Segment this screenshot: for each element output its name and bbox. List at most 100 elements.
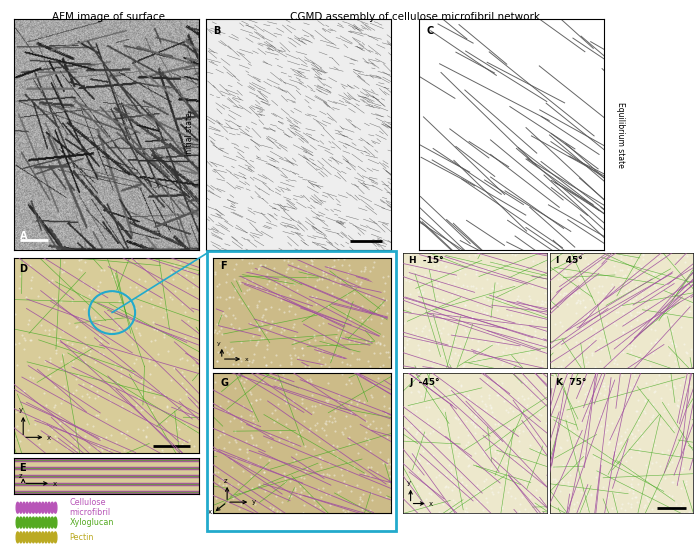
Point [621, 448, 632, 457]
Point [649, 492, 660, 501]
Point [623, 485, 634, 494]
Point [52, 423, 64, 432]
Point [171, 422, 182, 431]
Point [604, 434, 616, 443]
Point [414, 273, 425, 282]
Point [585, 490, 596, 498]
Point [258, 311, 269, 320]
Point [568, 375, 579, 384]
Point [132, 424, 143, 433]
Point [23, 315, 34, 324]
Point [408, 262, 419, 271]
Point [216, 312, 227, 321]
Point [621, 457, 632, 466]
Point [378, 294, 389, 302]
Point [487, 490, 498, 498]
Point [244, 285, 255, 294]
Point [505, 285, 517, 294]
Point [114, 324, 125, 333]
Point [102, 446, 113, 455]
Point [353, 397, 364, 406]
Point [274, 427, 285, 436]
Point [424, 346, 435, 355]
Point [616, 371, 628, 379]
Point [585, 275, 596, 284]
Point [473, 337, 484, 345]
Point [339, 477, 350, 485]
Point [632, 416, 644, 424]
Point [528, 418, 539, 427]
Point [318, 331, 329, 340]
Point [221, 270, 232, 278]
Point [572, 354, 583, 362]
Point [71, 427, 82, 435]
Point [246, 277, 258, 285]
Point [438, 323, 449, 332]
Point [50, 401, 61, 410]
Point [226, 320, 237, 328]
Point [664, 335, 676, 344]
Point [484, 401, 496, 410]
Point [626, 277, 637, 285]
Point [415, 284, 426, 293]
Point [311, 276, 322, 285]
Point [495, 483, 506, 492]
Point [648, 268, 660, 277]
Point [406, 388, 417, 397]
Point [558, 356, 569, 365]
Ellipse shape [29, 517, 31, 528]
Point [497, 358, 508, 367]
Point [110, 360, 121, 369]
Point [401, 339, 413, 348]
Point [269, 376, 281, 384]
Point [114, 305, 126, 313]
Point [256, 313, 267, 322]
Point [471, 300, 482, 309]
Point [257, 319, 268, 328]
Point [364, 266, 376, 275]
Point [641, 283, 653, 292]
Point [663, 350, 674, 359]
Point [562, 436, 573, 445]
Point [161, 307, 172, 316]
Point [648, 281, 660, 289]
Point [480, 475, 491, 484]
Point [292, 432, 304, 441]
Point [443, 385, 454, 394]
Point [484, 269, 496, 278]
Point [179, 436, 190, 445]
Point [245, 411, 256, 420]
Point [591, 271, 602, 280]
Point [616, 254, 627, 263]
Point [541, 386, 552, 395]
Point [341, 289, 352, 298]
Point [10, 407, 22, 416]
Point [265, 323, 276, 332]
Point [651, 337, 662, 346]
Point [611, 489, 623, 497]
Point [314, 503, 325, 512]
Point [460, 300, 471, 309]
Ellipse shape [47, 517, 50, 528]
Point [336, 369, 348, 378]
Point [461, 402, 473, 411]
Point [279, 474, 290, 483]
Point [612, 301, 623, 310]
Text: CGMD assembly of cellulose microfibril network: CGMD assembly of cellulose microfibril n… [290, 12, 540, 22]
Point [632, 316, 643, 324]
Point [260, 462, 271, 470]
Point [593, 396, 604, 405]
Point [536, 272, 547, 281]
Point [363, 435, 374, 444]
Point [73, 424, 84, 433]
Point [639, 397, 651, 406]
Point [568, 256, 579, 265]
Point [378, 300, 389, 309]
Point [55, 357, 66, 366]
Point [590, 325, 601, 334]
Point [250, 282, 261, 291]
Point [445, 388, 456, 397]
Point [505, 484, 516, 492]
Point [619, 402, 630, 411]
Point [332, 441, 343, 450]
